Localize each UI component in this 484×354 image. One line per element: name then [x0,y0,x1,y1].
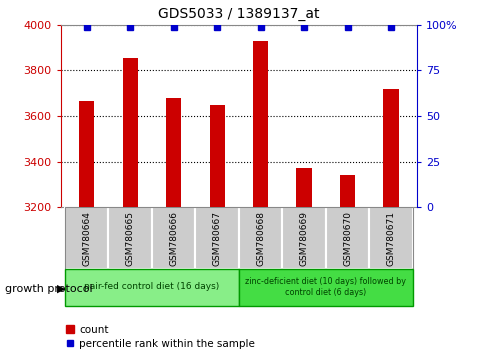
Bar [325,207,368,269]
Bar [166,98,181,207]
Bar [108,207,151,269]
Text: growth protocol: growth protocol [5,284,92,293]
Bar [122,58,137,207]
Text: GSM780669: GSM780669 [299,211,308,266]
Bar [65,269,238,306]
Text: GSM780665: GSM780665 [125,211,135,266]
Bar [368,207,412,269]
Bar [238,207,282,269]
Title: GDS5033 / 1389137_at: GDS5033 / 1389137_at [158,7,319,21]
Bar [65,207,108,269]
Text: GSM780670: GSM780670 [342,211,351,266]
Bar [151,207,195,269]
Bar [195,207,238,269]
Bar [238,269,412,306]
Bar [339,175,354,207]
Text: GSM780666: GSM780666 [169,211,178,266]
Text: ▶: ▶ [57,284,66,293]
Text: GSM780664: GSM780664 [82,211,91,266]
Bar [209,104,224,207]
Text: GSM780671: GSM780671 [386,211,394,266]
Bar [296,169,311,207]
Bar [383,88,398,207]
Text: GSM780668: GSM780668 [256,211,265,266]
Bar [282,207,325,269]
Bar [253,41,268,207]
Bar [79,101,94,207]
Text: pair-fed control diet (16 days): pair-fed control diet (16 days) [84,282,219,291]
Legend: count, percentile rank within the sample: count, percentile rank within the sample [66,325,255,349]
Text: GSM780667: GSM780667 [212,211,221,266]
Text: zinc-deficient diet (10 days) followed by
control diet (6 days): zinc-deficient diet (10 days) followed b… [245,277,406,297]
